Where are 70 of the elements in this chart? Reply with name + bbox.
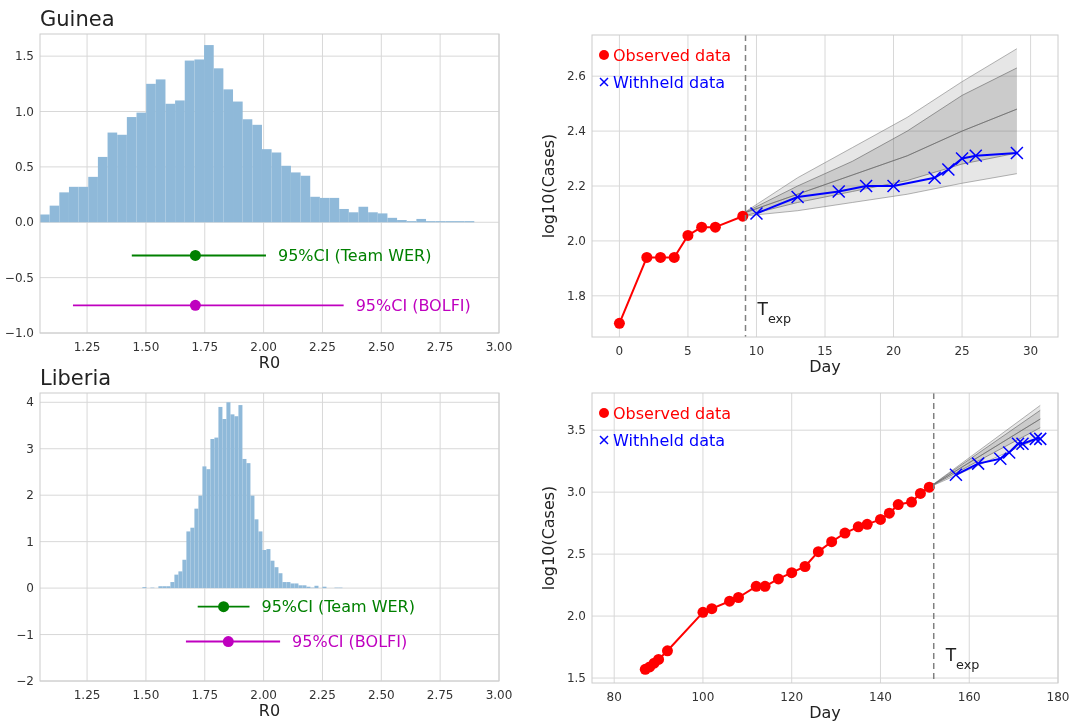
- x-tick-label: 5: [684, 344, 692, 358]
- y-tick-label: 2.2: [566, 179, 586, 194]
- y-tick-label: −0.5: [4, 270, 34, 285]
- y-tick-label: 1: [26, 534, 34, 549]
- legend-label: Withheld data: [613, 72, 726, 92]
- y-tick-label: −1.0: [4, 326, 34, 341]
- x-axis-title: R0: [258, 353, 281, 372]
- y-tick-label: 1.5: [14, 49, 34, 64]
- x-tick-label: 2.50: [367, 340, 395, 354]
- x-tick-label: 140: [869, 690, 892, 704]
- x-tick-label: 180: [1046, 690, 1070, 704]
- x-tick-label: 1.50: [132, 340, 160, 354]
- ref-line-label: T$_{exp}$: [944, 645, 980, 672]
- x-tick-label: 2.75: [426, 340, 454, 354]
- x-tick-label: 15: [817, 344, 833, 358]
- y-tick-label: 0.0: [14, 215, 34, 230]
- chart-title: Guinea: [40, 7, 115, 31]
- x-tick-label: 1.50: [132, 688, 160, 702]
- legend-label: Observed data: [613, 403, 732, 423]
- y-tick-label: 3: [26, 441, 34, 456]
- y-tick-label: 2.4: [566, 124, 586, 139]
- x-tick-label: 3.00: [485, 340, 513, 354]
- x-tick-label: 2.50: [367, 688, 395, 702]
- y-tick-label: 4: [26, 395, 34, 410]
- x-tick-label: 120: [780, 690, 804, 704]
- y-tick-label: −1: [16, 627, 34, 642]
- text: 95%CI (Team WER): [277, 246, 432, 266]
- x-tick-label: 0: [615, 344, 624, 358]
- y-tick-label: 3.0: [566, 485, 586, 500]
- y-tick-label: 2.6: [566, 69, 586, 84]
- legend-label: Withheld data: [613, 430, 726, 450]
- y-tick-label: 2.5: [566, 547, 586, 562]
- x-tick-label: 2.25: [309, 688, 336, 702]
- x-tick-label: 160: [957, 690, 981, 704]
- y-axis-title: log10(Cases): [539, 133, 558, 239]
- legend-label: Observed data: [613, 45, 732, 65]
- y-tick-label: 1.0: [14, 104, 34, 119]
- x-tick-label: 2.75: [426, 688, 454, 702]
- x-tick-label: 2.25: [309, 340, 336, 354]
- x-tick-label: 1.75: [191, 688, 219, 702]
- text: 95%CI (BOLFI): [355, 295, 471, 315]
- x-tick-label: 100: [691, 690, 715, 704]
- y-tick-label: 2: [26, 488, 34, 503]
- x-tick-label: 80: [606, 690, 622, 704]
- y-tick-label: 1.5: [566, 671, 586, 686]
- x-tick-label: 1.25: [73, 688, 101, 702]
- x-tick-label: 20: [885, 344, 902, 358]
- y-tick-label: 1.8: [566, 289, 586, 304]
- chart-title: Liberia: [40, 366, 112, 390]
- x-tick-label: 3.00: [485, 688, 513, 702]
- y-tick-label: −2: [16, 674, 34, 689]
- x-axis-title: Day: [809, 357, 841, 376]
- x-tick-label: 1.25: [73, 340, 101, 354]
- ref-line-label: T$_{exp}$: [756, 299, 792, 326]
- text: 95%CI (Team WER): [261, 597, 415, 617]
- x-axis-title: Day: [809, 703, 841, 722]
- y-tick-label: 2.0: [566, 609, 586, 624]
- x-tick-label: 2.00: [250, 340, 277, 354]
- x-tick-label: 25: [954, 344, 970, 358]
- y-axis-title: log10(Cases): [539, 485, 558, 591]
- x-axis-title: R0: [258, 701, 281, 720]
- y-tick-label: 2.0: [566, 234, 586, 249]
- y-tick-label: 0.5: [14, 160, 34, 175]
- y-tick-label: 3.5: [566, 423, 586, 438]
- y-tick-label: 0: [26, 581, 34, 596]
- x-tick-label: 10: [748, 344, 765, 358]
- x-tick-label: 1.75: [191, 340, 219, 354]
- x-tick-label: 2.00: [250, 688, 277, 702]
- x-tick-label: 30: [1022, 344, 1039, 358]
- text: 95%CI (BOLFI): [292, 632, 408, 652]
